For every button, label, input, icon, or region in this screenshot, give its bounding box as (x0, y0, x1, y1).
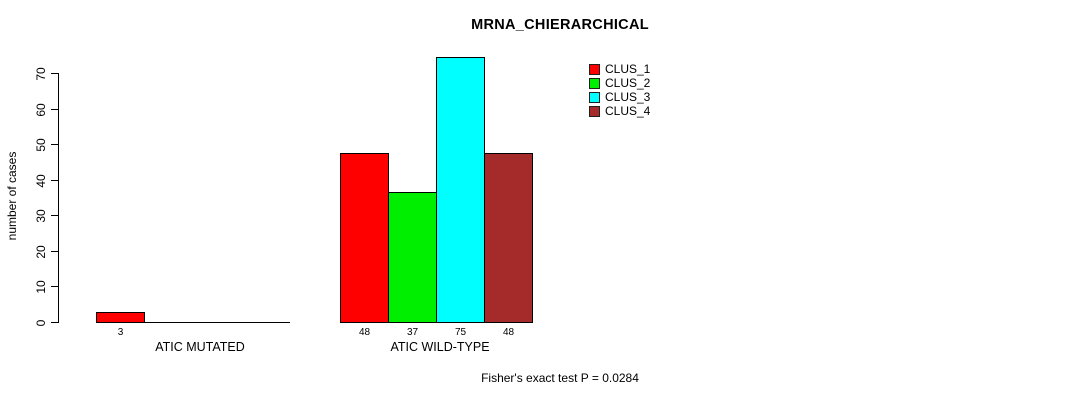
y-axis-title: number of cases (5, 151, 19, 241)
fisher-test-annotation: Fisher's exact test P = 0.0284 (481, 371, 639, 385)
y-tick-60 (51, 109, 58, 110)
y-tick-70 (51, 73, 58, 74)
zero-bar-group1-clus-4 (240, 322, 290, 323)
chart-title: MRNA_CHIERARCHICAL (471, 17, 649, 33)
y-tick-label-0: 0 (34, 319, 48, 326)
legend-label-clus-3: CLUS_3 (605, 90, 651, 104)
y-tick-label-30: 30 (34, 208, 48, 223)
group-label-atic-wild-type: ATIC WILD-TYPE (390, 340, 490, 354)
y-tick-label-60: 60 (34, 102, 48, 117)
y-tick-30 (51, 215, 58, 216)
y-tick-10 (51, 286, 58, 287)
bar-value-label-group2-clus-1: 48 (358, 327, 371, 338)
bar-value-label-group2-clus-4: 48 (502, 327, 515, 338)
zero-bar-group1-clus-3 (192, 322, 242, 323)
bar-group2-clus-2 (388, 192, 437, 323)
y-tick-label-40: 40 (34, 173, 48, 188)
y-tick-0 (51, 322, 58, 323)
legend-label-clus-4: CLUS_4 (605, 104, 651, 118)
y-tick-label-50: 50 (34, 137, 48, 152)
bar-group2-clus-4 (484, 153, 533, 323)
legend-label-clus-2: CLUS_2 (605, 76, 651, 90)
y-tick-50 (51, 144, 58, 145)
group-label-atic-mutated: ATIC MUTATED (155, 340, 245, 354)
bar-value-label-group1-clus-1: 3 (117, 327, 124, 338)
legend-swatch-clus-3-icon (589, 91, 600, 103)
legend: CLUS_1 CLUS_2 CLUS_3 CLUS_4 (589, 62, 650, 118)
zero-bar-group1-clus-2 (144, 322, 194, 323)
y-tick-label-20: 20 (34, 244, 48, 259)
bar-value-label-group2-clus-3: 75 (454, 327, 467, 338)
legend-row-clus-3: CLUS_3 (589, 90, 650, 104)
legend-swatch-clus-4-icon (589, 105, 600, 117)
y-tick-label-70: 70 (34, 66, 48, 81)
y-tick-label-10: 10 (34, 279, 48, 294)
bar-value-label-group2-clus-2: 37 (406, 327, 419, 338)
legend-row-clus-2: CLUS_2 (589, 76, 650, 90)
legend-swatch-clus-1-icon (589, 63, 600, 75)
legend-label-clus-1: CLUS_1 (605, 62, 651, 76)
bar-group1-clus-1 (96, 312, 145, 323)
bar-group2-clus-1 (340, 153, 389, 323)
legend-row-clus-1: CLUS_1 (589, 62, 650, 76)
y-axis-line (58, 73, 59, 323)
bar-group2-clus-3 (436, 57, 485, 323)
legend-swatch-clus-2-icon (589, 77, 600, 89)
y-tick-20 (51, 251, 58, 252)
y-tick-40 (51, 180, 58, 181)
legend-row-clus-4: CLUS_4 (589, 104, 650, 118)
